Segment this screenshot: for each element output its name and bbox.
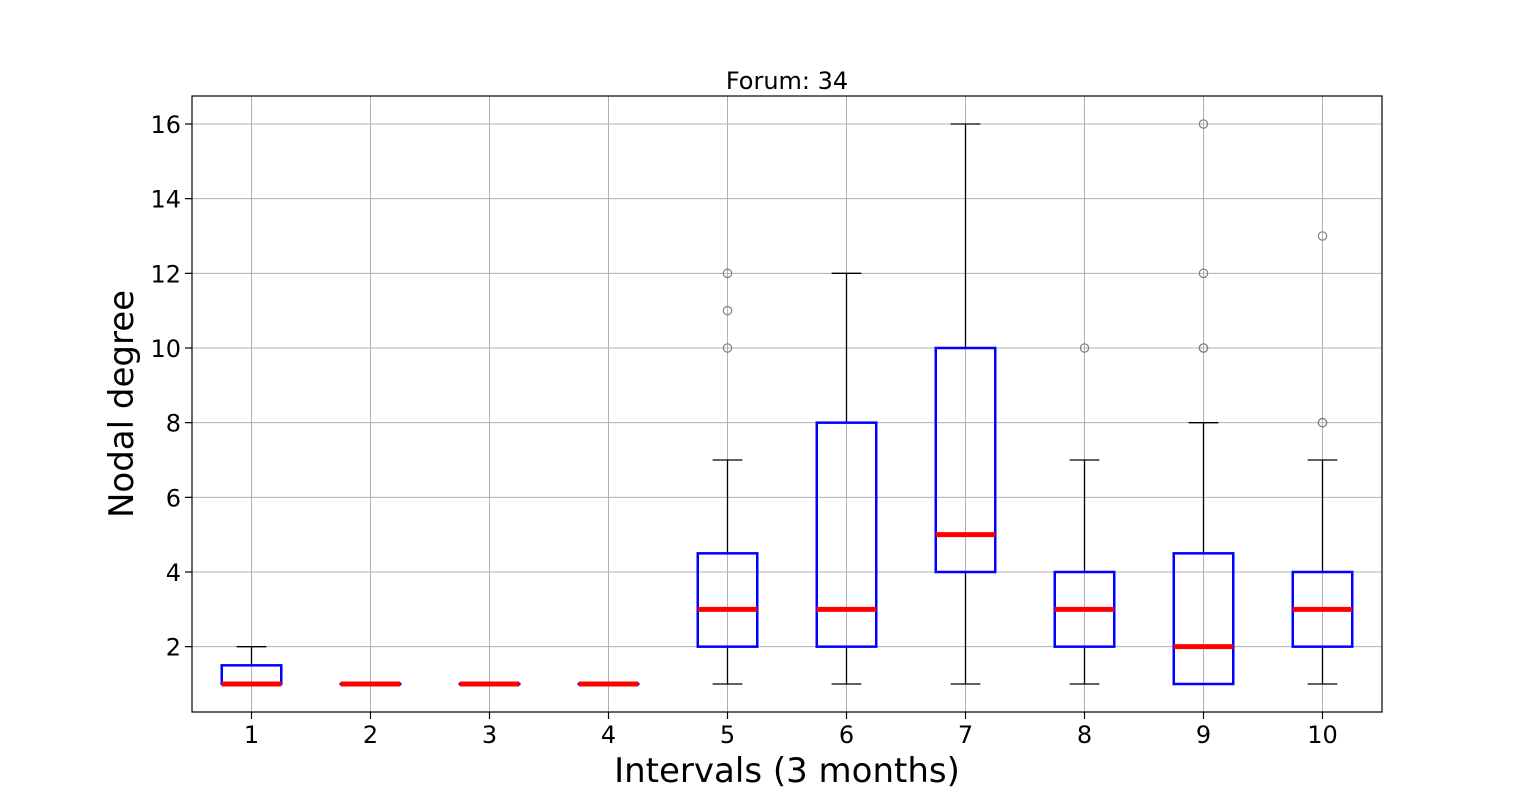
outlier-point bbox=[1198, 119, 1209, 129]
x-tick-label: 1 bbox=[244, 721, 259, 749]
outlier-point bbox=[1317, 231, 1328, 241]
box-group-8 bbox=[1053, 343, 1116, 685]
x-tick-label: 4 bbox=[601, 721, 616, 749]
y-tick-label: 12 bbox=[150, 260, 181, 288]
box bbox=[1172, 552, 1235, 686]
plot-area-frame bbox=[191, 95, 1383, 713]
outlier-point bbox=[1317, 417, 1328, 428]
y-tick-label: 16 bbox=[150, 111, 181, 139]
y-tick-label: 6 bbox=[166, 484, 181, 512]
box-group-5 bbox=[696, 268, 759, 685]
outlier-point bbox=[1198, 343, 1209, 353]
outlier-point bbox=[1079, 343, 1090, 353]
x-tick-label: 6 bbox=[839, 721, 854, 749]
box-group-7 bbox=[934, 123, 997, 685]
outlier-point bbox=[722, 343, 733, 353]
box bbox=[934, 346, 997, 574]
x-tick-label: 10 bbox=[1307, 721, 1338, 749]
outlier-point bbox=[722, 305, 733, 316]
y-tick-label: 10 bbox=[150, 335, 181, 363]
box-group-6 bbox=[815, 272, 878, 685]
box-group-9 bbox=[1172, 119, 1235, 686]
x-tick-label: 8 bbox=[1077, 721, 1092, 749]
box bbox=[815, 421, 878, 648]
x-tick-label: 7 bbox=[958, 721, 973, 749]
x-tick-label: 2 bbox=[363, 721, 378, 749]
box-layer bbox=[220, 119, 1354, 687]
box-group-1 bbox=[220, 646, 283, 687]
y-tick-label: 4 bbox=[166, 559, 181, 587]
x-axis-label: Intervals (3 months) bbox=[614, 751, 960, 791]
y-tick-label: 14 bbox=[150, 186, 181, 214]
grid-layer bbox=[192, 96, 1382, 712]
outlier-point bbox=[1198, 268, 1209, 279]
x-tick-label: 3 bbox=[482, 721, 497, 749]
x-tick-label: 5 bbox=[720, 721, 735, 749]
chart-title: Forum: 34 bbox=[726, 67, 848, 95]
y-tick-label: 8 bbox=[166, 410, 181, 438]
y-axis-label: Nodal degree bbox=[102, 290, 142, 518]
outlier-point bbox=[722, 268, 733, 279]
x-tick-label: 9 bbox=[1196, 721, 1211, 749]
y-tick-label: 2 bbox=[166, 634, 181, 662]
box-group-10 bbox=[1291, 231, 1354, 685]
box bbox=[696, 552, 759, 648]
